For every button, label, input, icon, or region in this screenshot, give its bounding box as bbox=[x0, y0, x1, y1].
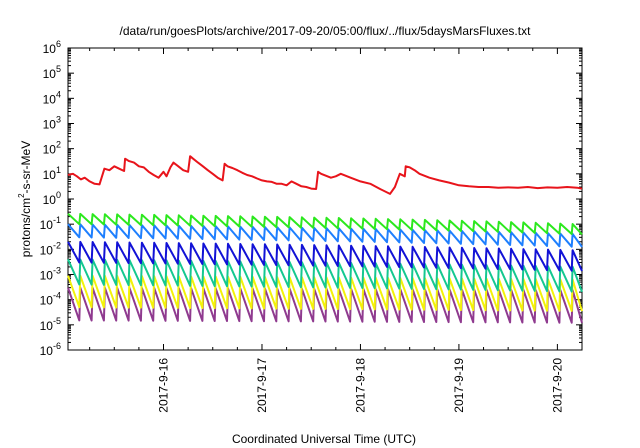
chart-title: /data/run/goesPlots/archive/2017-09-20/0… bbox=[120, 24, 532, 38]
series-layer bbox=[67, 155, 583, 324]
y-tick-exponent: 4 bbox=[56, 89, 61, 99]
y-tick-exponent: 2 bbox=[56, 140, 61, 150]
y-tick-label: 105 bbox=[43, 64, 61, 81]
x-tick-label: 2017-9-20 bbox=[550, 358, 564, 413]
x-axis: 2017-9-16 2017-9-17 2017-9-18 2017-9-19 2017… bbox=[89, 48, 583, 413]
y-tick-base: 10 bbox=[43, 118, 57, 132]
y-tick-exponent: 5 bbox=[56, 64, 61, 74]
y-tick-base: 10 bbox=[43, 42, 57, 56]
y-axis-label-rest: -s-sr-MeV bbox=[19, 141, 33, 194]
y-tick-label: 10-6 bbox=[40, 341, 61, 358]
y-tick-exponent: -6 bbox=[53, 341, 61, 351]
y-tick-label: 103 bbox=[43, 115, 61, 132]
y-tick-base: 10 bbox=[40, 243, 54, 257]
y-axis-label-unit: protons/cm bbox=[19, 198, 33, 257]
y-tick-exponent: -3 bbox=[53, 266, 61, 276]
y-tick-exponent: 0 bbox=[56, 190, 61, 200]
y-tick-label: 102 bbox=[43, 140, 61, 157]
y-tick-label: 10-4 bbox=[40, 291, 61, 308]
y-tick-exponent: 6 bbox=[56, 39, 61, 49]
series-line-1 bbox=[67, 212, 583, 236]
series-line-0 bbox=[67, 155, 583, 195]
y-axis-label-exponent: 2 bbox=[17, 193, 26, 198]
series-line-4 bbox=[67, 258, 583, 293]
y-tick-label: 10-5 bbox=[40, 316, 61, 333]
series-line-3 bbox=[67, 240, 583, 272]
y-tick-base: 10 bbox=[43, 92, 57, 106]
series-line-2 bbox=[67, 223, 583, 248]
y-tick-label: 10-2 bbox=[40, 240, 61, 257]
y-tick-base: 10 bbox=[40, 294, 54, 308]
x-tick-label: 2017-9-19 bbox=[452, 358, 466, 413]
y-tick-base: 10 bbox=[43, 193, 57, 207]
y-tick-exponent: -1 bbox=[53, 215, 61, 225]
y-axis-label: protons/cm2-s-sr-MeV bbox=[17, 141, 33, 257]
y-tick-base: 10 bbox=[43, 143, 57, 157]
y-tick-exponent: -2 bbox=[53, 240, 61, 250]
y-tick-label: 10-1 bbox=[40, 215, 61, 232]
y-tick-base: 10 bbox=[43, 168, 57, 182]
y-axis: 10-610-510-410-310-210-11001011021031041… bbox=[40, 39, 582, 358]
x-tick-label: 2017-9-18 bbox=[353, 358, 367, 413]
y-tick-label: 106 bbox=[43, 39, 61, 56]
y-tick-exponent: 1 bbox=[56, 165, 61, 175]
y-tick-label: 101 bbox=[43, 165, 61, 182]
x-axis-label: Coordinated Universal Time (UTC) bbox=[232, 432, 416, 446]
y-tick-label: 10-3 bbox=[40, 266, 61, 283]
y-tick-label: 104 bbox=[43, 89, 61, 106]
y-tick-base: 10 bbox=[40, 218, 54, 232]
x-tick-label: 2017-9-16 bbox=[157, 358, 171, 413]
y-tick-base: 10 bbox=[40, 344, 54, 358]
y-tick-base: 10 bbox=[40, 319, 54, 333]
y-tick-base: 10 bbox=[40, 269, 54, 283]
y-tick-exponent: -4 bbox=[53, 291, 61, 301]
y-tick-exponent: -5 bbox=[53, 316, 61, 326]
x-tick-label: 2017-9-17 bbox=[255, 358, 269, 413]
y-tick-label: 100 bbox=[43, 190, 61, 207]
y-tick-base: 10 bbox=[43, 67, 57, 81]
y-tick-exponent: 3 bbox=[56, 115, 61, 125]
